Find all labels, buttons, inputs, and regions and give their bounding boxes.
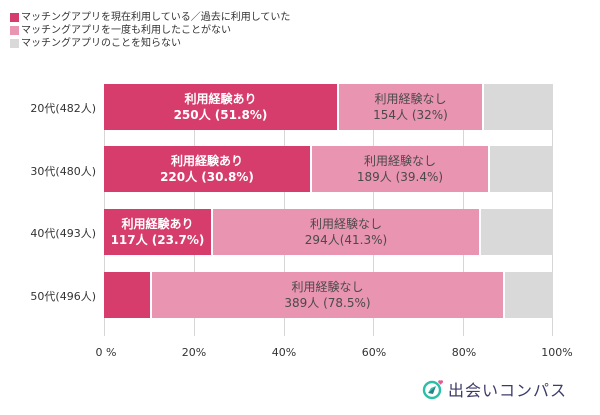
segment-never-used: 利用経験なし 389人 (78.5%): [150, 272, 503, 318]
segment-used: [104, 272, 150, 318]
row-label-20s: 20代(482人): [30, 102, 96, 115]
plot-area: 利用経験あり 250人 (51.8%) 利用経験なし 154人 (32%) 利用…: [104, 84, 553, 336]
chart-legend: マッチングアプリを現在利用している／過去に利用していた マッチングアプリを一度も…: [10, 11, 290, 50]
bar-50s: 利用経験なし 389人 (78.5%): [104, 272, 553, 318]
segment-value: 220人 (30.8%): [160, 170, 254, 184]
legend-swatch-unknown: [10, 39, 19, 48]
bar-20s: 利用経験あり 250人 (51.8%) 利用経験なし 154人 (32%): [104, 84, 553, 130]
legend-swatch-used: [10, 13, 19, 22]
segment-title: 利用経験なし: [374, 92, 447, 106]
segment-unknown: [479, 209, 553, 255]
segment-never-used: 利用経験なし 294人(41.3%): [211, 209, 479, 255]
legend-label: マッチングアプリのことを知らない: [21, 38, 181, 49]
segment-unknown: [482, 84, 553, 130]
segment-used: 利用経験あり 250人 (51.8%): [104, 84, 337, 130]
legend-item-used: マッチングアプリを現在利用している／過去に利用していた: [10, 11, 290, 24]
x-tick-60: 60%: [361, 346, 387, 359]
segment-title: 利用経験なし: [363, 154, 436, 168]
x-tick-20: 20%: [181, 346, 207, 359]
x-tick-100: 100%: [541, 346, 573, 359]
compass-heart-icon: [422, 380, 443, 400]
legend-item-unknown: マッチングアプリのことを知らない: [10, 37, 290, 50]
segment-never-used: 利用経験なし 189人 (39.4%): [310, 146, 488, 192]
legend-label: マッチングアプリを現在利用している／過去に利用していた: [21, 12, 291, 23]
x-tick-40: 40%: [271, 346, 297, 359]
segment-value: 189人 (39.4%): [356, 170, 444, 184]
segment-title: 利用経験あり: [121, 217, 194, 231]
segment-title: 利用経験あり: [170, 154, 243, 168]
segment-title: 利用経験なし: [291, 280, 364, 294]
legend-item-never-used: マッチングアプリを一度も利用したことがない: [10, 24, 290, 37]
row-label-50s: 50代(496人): [30, 290, 96, 303]
bar-40s: 利用経験あり 117人 (23.7%) 利用経験なし 294人(41.3%): [104, 209, 553, 255]
segment-title: 利用経験あり: [184, 92, 257, 106]
bar-30s: 利用経験あり 220人 (30.8%) 利用経験なし 189人 (39.4%): [104, 146, 553, 192]
brand-logo: 出会いコンパス: [422, 377, 567, 401]
brand-name: 出会いコンパス: [448, 381, 568, 400]
legend-swatch-never-used: [10, 26, 19, 35]
segment-value: 117人 (23.7%): [110, 233, 205, 247]
x-tick-80: 80%: [451, 346, 477, 359]
segment-used: 利用経験あり 117人 (23.7%): [104, 209, 211, 255]
legend-label: マッチングアプリを一度も利用したことがない: [21, 25, 231, 36]
row-label-30s: 30代(480人): [30, 165, 96, 178]
segment-never-used: 利用経験なし 154人 (32%): [337, 84, 482, 130]
segment-value: 250人 (51.8%): [173, 108, 268, 122]
segment-value: 389人 (78.5%): [284, 296, 371, 310]
segment-title: 利用経験なし: [309, 217, 382, 231]
segment-unknown: [488, 146, 553, 192]
row-label-40s: 40代(493人): [30, 227, 96, 240]
x-tick-0: 0 %: [95, 346, 117, 359]
segment-used: 利用経験あり 220人 (30.8%): [104, 146, 310, 192]
segment-unknown: [503, 272, 553, 318]
segment-value: 294人(41.3%): [304, 233, 388, 247]
segment-value: 154人 (32%): [373, 108, 448, 122]
